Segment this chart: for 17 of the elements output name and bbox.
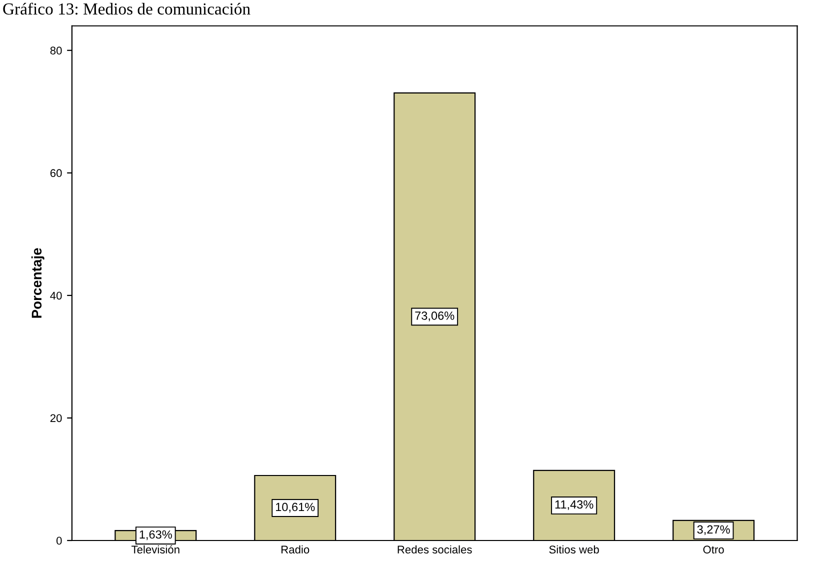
y-tick-label: 40: [50, 292, 62, 300]
data-label: 3,27%: [697, 525, 730, 536]
y-tick-label: 80: [50, 46, 62, 55]
x-tick-label: Redes sociales: [398, 545, 472, 554]
x-tick-label: Radio: [282, 545, 310, 554]
y-tick-label: 60: [50, 169, 62, 178]
y-tick-label: 20: [50, 414, 62, 422]
data-label: 10,61%: [276, 502, 315, 513]
x-tick-label: Sitios web: [549, 545, 599, 554]
x-tick-label: Televisión: [131, 545, 180, 554]
y-tick-label: 0: [56, 536, 62, 545]
y-axis-title: Porcentaje: [31, 248, 44, 318]
data-label: 11,43%: [555, 500, 594, 510]
chart-title: Gráfico 13: Medios de comunicación: [3, 2, 250, 15]
data-label: 1,63%: [140, 530, 172, 540]
data-label: 73,06%: [415, 312, 454, 322]
x-tick-label: Otro: [703, 546, 724, 554]
